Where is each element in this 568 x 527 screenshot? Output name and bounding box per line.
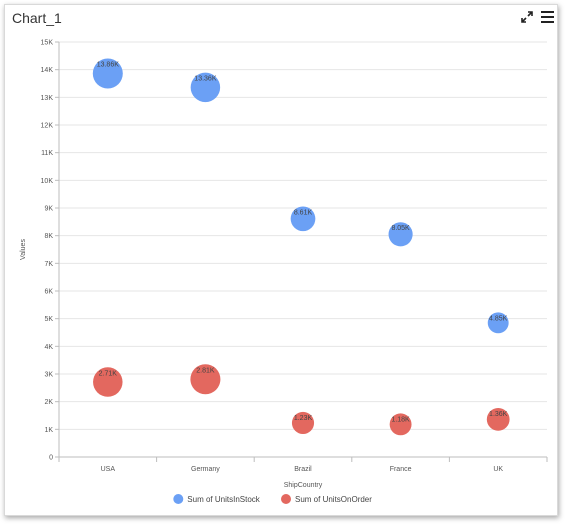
x-tick-label: France bbox=[390, 466, 412, 473]
expand-icon[interactable] bbox=[519, 9, 535, 25]
y-tick-label: 3K bbox=[44, 372, 53, 379]
y-tick-label: 15K bbox=[41, 40, 54, 47]
y-tick-label: 0 bbox=[49, 455, 53, 462]
y-tick-label: 14K bbox=[41, 67, 54, 74]
legend-item: Sum of UnitsInStock bbox=[187, 495, 260, 504]
y-tick-label: 2K bbox=[44, 399, 53, 406]
chart-title: Chart_1 bbox=[12, 10, 62, 26]
data-label: 1.23K bbox=[294, 415, 313, 422]
bubble-units-in-stock bbox=[487, 312, 509, 334]
y-axis-title: Values bbox=[20, 239, 27, 260]
bubble-units-on-order bbox=[291, 411, 315, 435]
y-tick-label: 8K bbox=[44, 233, 53, 240]
data-label: 8.05K bbox=[391, 225, 410, 232]
data-label: 1.36K bbox=[489, 411, 508, 418]
y-tick-label: 7K bbox=[44, 261, 53, 268]
bubble-units-in-stock bbox=[92, 58, 123, 89]
y-tick-label: 5K bbox=[44, 316, 53, 323]
y-tick-label: 11K bbox=[41, 150, 53, 157]
bubble-units-in-stock bbox=[388, 222, 413, 247]
chart-card: Chart_1 0 1K 2K 3K 4K 5K 6K 7K 8K 9K 10K 11K 12K 13K 1… bbox=[4, 4, 558, 516]
y-tick-label: 6K bbox=[44, 289, 53, 296]
bubble-units-in-stock bbox=[290, 206, 316, 232]
x-tick-label: UK bbox=[493, 466, 503, 473]
legend-item: Sum of UnitsOnOrder bbox=[295, 495, 372, 504]
x-tick-label: Germany bbox=[191, 466, 220, 473]
legend-marker bbox=[173, 494, 184, 504]
bubble-units-on-order bbox=[190, 364, 221, 395]
y-tick-label: 10K bbox=[41, 178, 54, 185]
bubble-units-on-order bbox=[93, 367, 123, 397]
x-tick-label: USA bbox=[101, 466, 116, 473]
data-label: 8.61K bbox=[294, 209, 313, 216]
bubble-units-in-stock bbox=[190, 72, 221, 103]
y-tick-label: 4K bbox=[44, 344, 53, 351]
x-axis-title: ShipCountry bbox=[284, 482, 323, 489]
data-label: 2.81K bbox=[196, 367, 215, 374]
legend-marker bbox=[281, 494, 291, 504]
bubble-units-on-order bbox=[486, 407, 510, 431]
data-label: 13.36K bbox=[194, 76, 217, 83]
bubble-units-on-order bbox=[389, 413, 412, 436]
data-label: 4.85K bbox=[489, 315, 508, 322]
data-label: 2.71K bbox=[99, 370, 118, 377]
x-tick-label: Brazil bbox=[294, 466, 312, 473]
data-label: 13.86K bbox=[97, 62, 120, 69]
scatter-chart: 0 1K 2K 3K 4K 5K 6K 7K 8K 9K 10K 11K 12K 13K 14K 15K USA… bbox=[20, 40, 548, 504]
data-label: 1.18K bbox=[391, 416, 410, 423]
y-tick-label: 12K bbox=[41, 123, 54, 130]
y-tick-label: 9K bbox=[44, 206, 53, 213]
y-tick-label: 13K bbox=[41, 95, 54, 102]
y-tick-label: 1K bbox=[44, 427, 53, 434]
menu-icon[interactable] bbox=[540, 9, 556, 25]
